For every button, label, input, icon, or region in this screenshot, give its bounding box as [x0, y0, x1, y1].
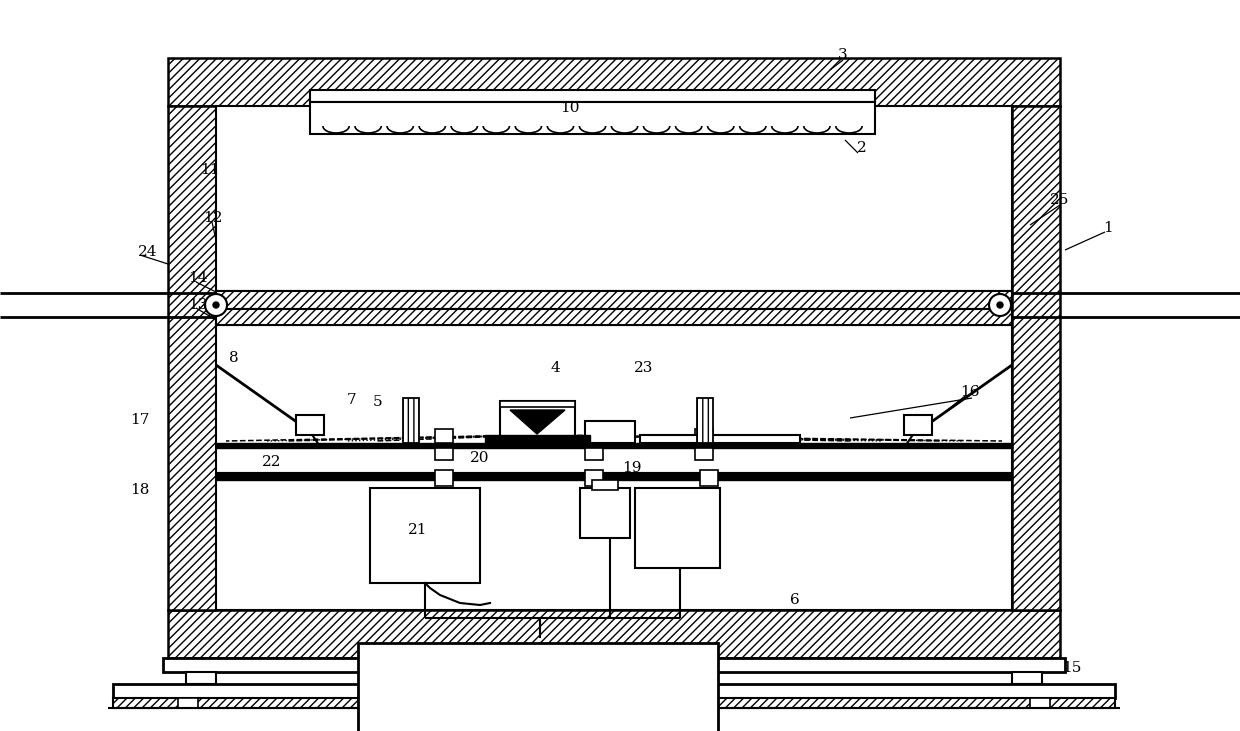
Bar [310, 90, 875, 102]
Bar [179, 698, 198, 708]
Bar [216, 325, 1012, 473]
Text: 5: 5 [373, 395, 383, 409]
Bar [167, 610, 1060, 658]
Bar [591, 480, 618, 490]
Bar [435, 448, 453, 460]
Text: 25: 25 [1050, 193, 1070, 207]
Circle shape [990, 294, 1011, 316]
Text: 15: 15 [1063, 661, 1081, 675]
Bar [640, 435, 800, 443]
Bar [701, 470, 718, 486]
Text: 1: 1 [1104, 221, 1112, 235]
Text: 12: 12 [203, 211, 223, 225]
Bar [485, 435, 590, 443]
Text: 13: 13 [188, 298, 207, 312]
Text: 4: 4 [551, 361, 560, 375]
Bar [435, 470, 453, 486]
Text: 8: 8 [229, 351, 239, 365]
Bar [216, 443, 1012, 448]
Bar [167, 58, 1060, 106]
Bar [1012, 106, 1060, 610]
Bar [296, 415, 324, 435]
Bar [694, 448, 713, 460]
Text: 10: 10 [560, 101, 580, 115]
Bar [580, 488, 630, 538]
Bar [1012, 672, 1042, 684]
Bar [585, 470, 603, 486]
Text: 18: 18 [130, 483, 150, 497]
Bar [370, 488, 480, 583]
Bar [113, 684, 1115, 698]
Bar [435, 429, 453, 443]
Circle shape [205, 294, 227, 316]
Bar [216, 309, 1012, 325]
Bar [216, 473, 1012, 480]
Bar [500, 401, 575, 407]
Text: 24: 24 [138, 245, 157, 259]
Bar [585, 429, 603, 443]
Bar [904, 415, 932, 435]
Bar [500, 401, 575, 439]
Bar [635, 488, 720, 568]
Text: 7: 7 [347, 393, 357, 407]
Circle shape [213, 302, 219, 308]
Bar [162, 658, 1065, 672]
Text: 22: 22 [262, 455, 281, 469]
Bar [585, 448, 603, 460]
Bar [585, 421, 635, 443]
Bar [113, 698, 1115, 708]
Text: 21: 21 [408, 523, 428, 537]
Bar [403, 398, 419, 443]
Bar [694, 429, 713, 443]
Circle shape [997, 302, 1003, 308]
Text: 6: 6 [790, 593, 800, 607]
Bar [216, 473, 1012, 610]
Text: 3: 3 [838, 48, 848, 62]
Bar [358, 643, 718, 731]
Bar [1030, 698, 1050, 708]
Text: 14: 14 [188, 271, 208, 285]
Bar [186, 672, 216, 684]
Text: 16: 16 [960, 385, 980, 399]
Bar [310, 102, 875, 134]
Bar [216, 291, 1012, 309]
Text: 20: 20 [470, 451, 490, 465]
Text: 2: 2 [857, 141, 867, 155]
Bar [167, 106, 216, 610]
Text: 19: 19 [622, 461, 642, 475]
Polygon shape [510, 410, 565, 434]
Text: 11: 11 [200, 163, 219, 177]
Text: 23: 23 [635, 361, 653, 375]
Text: 17: 17 [130, 413, 150, 427]
Bar [697, 398, 713, 443]
Bar [216, 106, 1012, 291]
